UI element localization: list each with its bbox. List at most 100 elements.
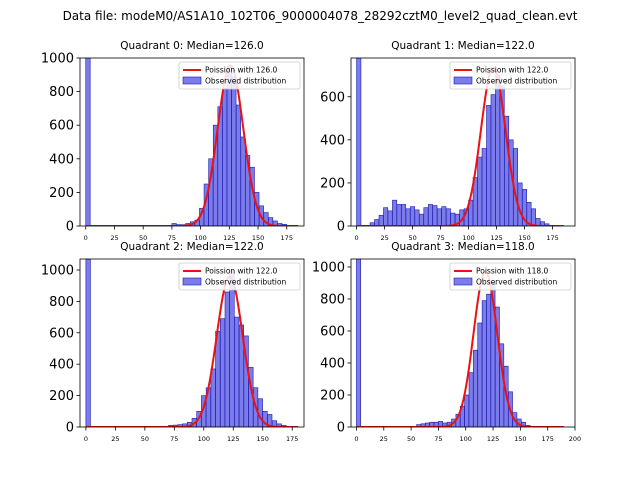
legend-hist-label: Observed distribution [476,278,557,287]
x-tick-label: 100 [460,435,472,443]
legend-box [178,262,301,291]
histogram-bar [405,208,411,226]
x-tick-label: 175 [286,435,298,443]
histogram-bar [531,208,536,226]
legend: Poission with 118.0 Observed distribution [449,262,572,291]
legend-box [178,61,301,90]
x-tick-label: 100 [198,435,210,443]
histogram-bar [378,214,384,226]
figure-title: Data file: modeM0/AS1A10_102T06_90000040… [63,9,578,23]
plot-area [356,58,564,226]
x-tick-label: 25 [380,435,388,443]
histogram-bar [222,87,228,226]
x-tick-label: 75 [434,435,442,443]
subplot-title: Quadrant 1: Median=122.0 [391,40,534,52]
histogram-bar [219,318,226,427]
x-tick-label: 125 [487,435,499,443]
histogram-bar [396,204,402,226]
histogram-bar [436,208,442,226]
x-tick-label: 0 [84,435,88,443]
plot-area [85,259,299,427]
histogram-bar [401,204,407,226]
histogram-bar [356,58,362,226]
histogram-bar [235,104,241,226]
legend-curve-label: Poission with 122.0 [476,66,549,75]
y-tick-label: 200 [320,389,345,404]
subplot-title: Quadrant 2: Median=122.0 [120,241,263,253]
x-tick-label: 175 [281,234,293,242]
panel-quadrant-1: 0 25 50 75 100 125 150 175 0 200 400 600 Quadrant 1:… [320,40,576,242]
histogram-bar [231,76,237,226]
histogram-bar [486,105,492,226]
y-tick-label: 1000 [312,261,345,276]
x-tick-label: 75 [170,435,178,443]
y-tick-label: 200 [49,389,74,404]
y-tick-label: 800 [49,295,74,310]
plot-area [85,58,299,226]
histogram-bar [441,206,447,226]
histogram-bar [414,209,420,226]
histogram-bar [224,291,230,427]
plot-area [356,259,565,427]
histogram-bar [85,259,91,427]
y-tick-label: 600 [320,90,345,105]
legend-hist-swatch [453,76,473,85]
histogram-bar [85,58,91,226]
histogram-bar [544,223,550,226]
histogram-bar [226,66,232,226]
histogram-bar [477,156,483,226]
y-tick-label: 200 [320,176,345,191]
legend-hist-label: Observed distribution [205,77,286,86]
poisson-fit-curve [85,64,299,226]
histogram-bar [234,316,240,427]
y-tick-label: 800 [49,85,74,100]
x-tick-label: 25 [380,234,388,242]
x-tick-label: 100 [462,234,474,242]
x-tick-label: 75 [168,234,176,242]
x-tick-label: 0 [354,435,358,443]
y-tick-label: 600 [320,325,345,340]
panel-quadrant-0: 0 25 50 75 100 125 150 175 0 200 400 600 800 1000 Quad… [41,40,305,242]
legend-hist-swatch [453,277,473,286]
histogram-bar [240,136,246,226]
legend-hist-label: Observed distribution [205,278,286,287]
histogram-bar [445,208,451,226]
axes-frame [350,57,576,227]
histogram-bar [481,148,487,226]
y-tick-label: 200 [49,186,74,201]
legend-hist-swatch [182,76,202,85]
panels: 0 25 50 75 100 125 150 17502004006008001000Quad… [41,40,581,443]
histogram-bar [490,94,496,226]
histogram-bar [383,207,389,226]
histogram-bar [229,269,235,427]
histogram-bar [410,206,415,226]
x-tick-label: 150 [518,234,530,242]
histogram-bar [419,213,424,226]
x-tick-label: 125 [227,435,239,443]
x-tick-label: 175 [546,234,558,242]
x-tick-label: 75 [436,234,444,242]
legend-curve-label: Poission with 122.0 [205,267,278,276]
y-tick-label: 600 [49,326,74,341]
histogram-bar [468,372,474,427]
legend: Poission with 126.0 Observed distribution [178,61,301,90]
legend: Poission with 122.0 Observed distribution [178,262,301,291]
histogram-bar [423,207,429,226]
histogram-bar [356,259,361,427]
histogram-bar [427,204,433,226]
y-tick-label: 400 [320,133,345,148]
x-tick-label: 0 [355,234,359,242]
x-tick-label: 50 [408,234,416,242]
histogram-bar [486,293,491,427]
x-tick-label: 200 [569,435,581,443]
axes-frame [350,258,576,428]
x-tick-label: 25 [110,234,118,242]
y-tick-label: 0 [337,421,345,436]
legend-curve-label: Poission with 126.0 [205,66,278,75]
y-tick-label: 400 [49,358,74,373]
y-tick-label: 600 [49,119,74,134]
histogram-bar [464,394,470,427]
y-tick-label: 0 [337,220,345,235]
x-tick-label: 150 [514,435,526,443]
